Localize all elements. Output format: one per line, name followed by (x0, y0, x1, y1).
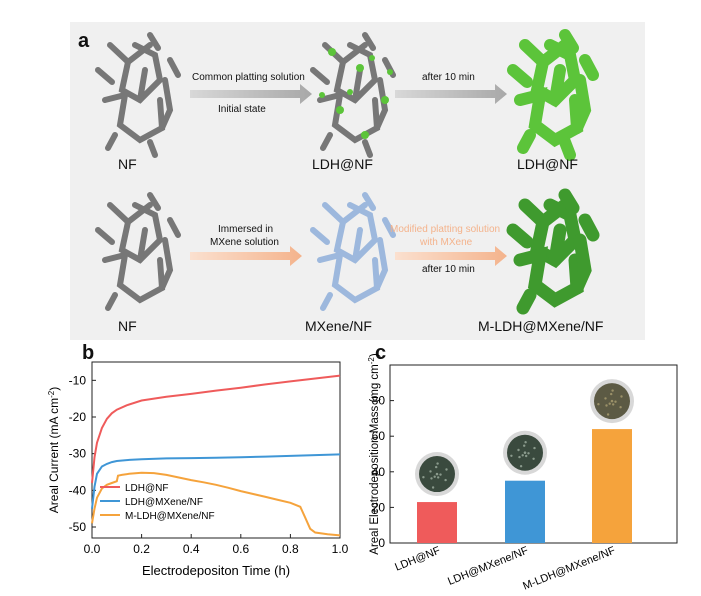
m-ldh-mxene-nf-sample-photo-icon (590, 379, 634, 424)
row1-arrow1-bottom-text: Initial state (218, 104, 266, 115)
ldh-nf-grown-icon (507, 29, 599, 161)
chart-c-bar (592, 429, 632, 543)
row1-nf-label: NF (118, 156, 137, 172)
chart-b-ytick-label: -10 (69, 373, 87, 387)
chart-b-series-line-0 (91, 374, 341, 484)
ldh-mxene-nf-sample-photo-icon (503, 430, 547, 475)
orange-arrow-1-icon (190, 246, 302, 266)
chart-c-ytick-label: 20 (372, 500, 386, 514)
panel-b-label: b (82, 342, 95, 364)
plot-b-frame (91, 361, 341, 539)
grey-arrow-2-icon (395, 84, 507, 104)
chart-b-ytick-label: -20 (69, 410, 87, 424)
ldh-nf-initial-icon (310, 32, 396, 158)
row1-mid-label: LDH@NF (312, 156, 373, 172)
chart-c-ytick-label: 60 (372, 429, 386, 443)
row2-end-label: M-LDH@MXene/NF (478, 318, 604, 334)
row2-nf-label: NF (118, 318, 137, 334)
chart-b-ytick-label: -40 (69, 483, 87, 497)
row2-arrow2-top-text: Modified platting solution (390, 224, 501, 235)
chart-b-ytick-label: -50 (69, 520, 87, 534)
chart-b-xtick-label: 0.0 (84, 542, 101, 556)
panel-a-label: a (78, 30, 90, 52)
chart-b-xtick-label: 0.6 (232, 542, 249, 556)
chart-b-xtick-label: 0.2 (133, 542, 150, 556)
nf-frame-icon (95, 32, 181, 158)
chart-c-bar (417, 502, 457, 543)
orange-arrow-2-icon (395, 246, 507, 266)
chart-c-bar (505, 480, 545, 543)
chart-b-legend-entry: LDH@NF (125, 483, 169, 494)
chart-c-category-label: LDH@NF (393, 545, 442, 574)
row1-arrow2-text: after 10 min (422, 72, 475, 83)
chart-b-xtick-label: 0.8 (282, 542, 299, 556)
grey-arrow-1-icon (190, 84, 312, 104)
row2-mid-label: MXene/NF (305, 318, 372, 334)
m-ldh-mxene-nf-grown-icon (506, 188, 600, 315)
panel-c-label: c (375, 342, 387, 364)
chart-b-ylabel: Areal Current (mA cm-2) (47, 387, 62, 513)
chart-c-ytick-label: 40 (372, 465, 386, 479)
chart-c-category-label: LDH@MXene/NF (446, 545, 530, 588)
row2-arrow1-top-text: Immersed in (218, 224, 274, 235)
chart-b-xlabel: Electrodepositon Time (h) (142, 563, 290, 578)
chart-b-series-line-1 (91, 453, 341, 509)
row2-arrow2-top-text-2: with MXene (420, 237, 473, 248)
chart-c-category-label: M-LDH@MXene/NF (521, 545, 617, 593)
nf-frame-row2-icon (95, 192, 181, 311)
chart-b-series-line-2 (91, 471, 341, 537)
chart-b-legend-entry: M-LDH@MXene/NF (125, 511, 215, 522)
chart-c-ylabel: Areal Electrodeposition Mass (mg cm-2) (367, 353, 382, 555)
row1-end-label: LDH@NF (517, 156, 578, 172)
chart-b-legend-entry: LDH@MXene/NF (125, 497, 203, 508)
mxene-nf-frame-icon (310, 192, 396, 311)
row2-arrow1-top-text-2: MXene solution (210, 237, 279, 248)
chart-c-ytick-label: 0 (378, 536, 385, 550)
row2-arrow2-bottom-text: after 10 min (422, 264, 475, 275)
row1-arrow1-top-text: Common platting solution (192, 72, 305, 83)
chart-c-ytick-label: 80 (372, 394, 386, 408)
chart-b-xtick-label: 1.0 (332, 542, 349, 556)
chart-b-xtick-label: 0.4 (183, 542, 200, 556)
ldh-nf-sample-photo-icon (415, 452, 459, 497)
chart-b-ytick-label: -30 (69, 447, 87, 461)
